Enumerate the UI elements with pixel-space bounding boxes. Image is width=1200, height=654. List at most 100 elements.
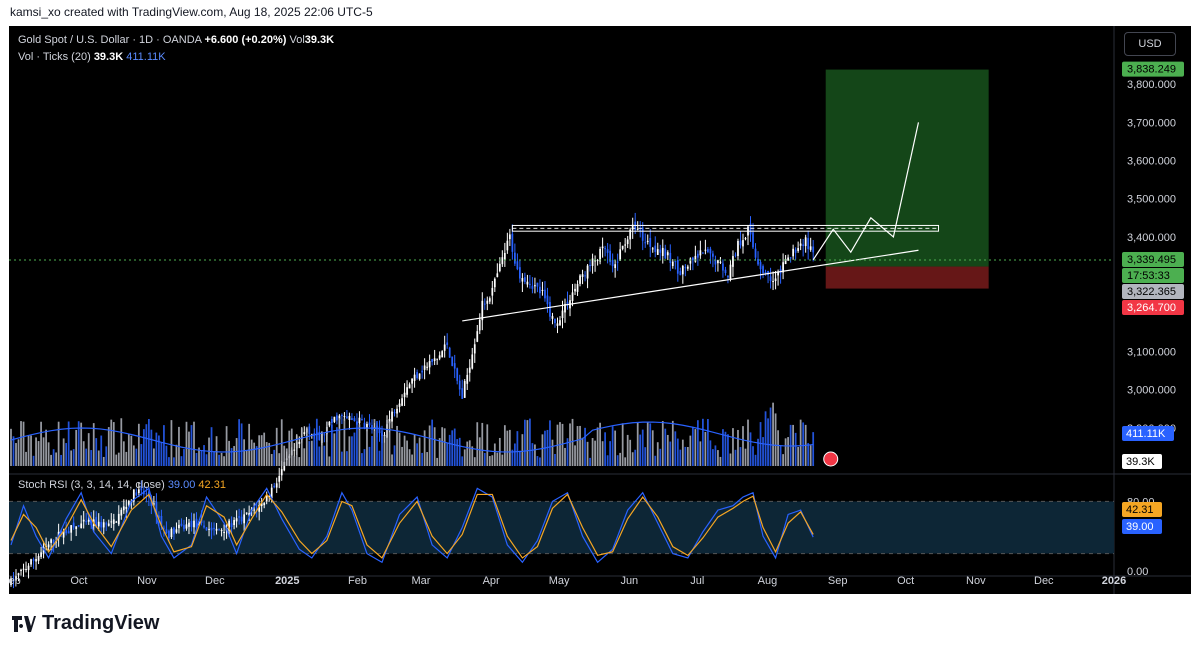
price-candle bbox=[774, 278, 777, 282]
volume-bar bbox=[524, 419, 526, 466]
price-candle bbox=[30, 559, 32, 565]
volume-bar bbox=[734, 449, 737, 466]
price-candle bbox=[363, 422, 366, 429]
price-candle bbox=[719, 261, 722, 263]
volume-bar bbox=[55, 452, 58, 466]
price-candle bbox=[343, 416, 346, 418]
price-candle bbox=[752, 232, 754, 248]
volume-bar bbox=[258, 435, 261, 466]
volume-bar bbox=[77, 421, 80, 466]
volume-bar bbox=[676, 438, 679, 466]
volume-bar bbox=[180, 456, 183, 466]
time-axis-tick: Sep bbox=[828, 575, 848, 587]
price-candle bbox=[564, 303, 566, 313]
price-candle bbox=[601, 246, 604, 249]
volume-bar bbox=[626, 434, 629, 466]
volume-bar bbox=[260, 435, 263, 466]
volume-bar bbox=[30, 435, 32, 466]
price-candle bbox=[303, 432, 306, 434]
currency-button[interactable]: USD bbox=[1124, 32, 1176, 56]
price-candle bbox=[654, 245, 657, 252]
volume-bar bbox=[717, 450, 719, 466]
price-candle bbox=[709, 248, 712, 254]
volume-bar bbox=[393, 445, 396, 466]
legend-row-stoch: Stoch RSI (3, 3, 14, 14, close) 39.00 42… bbox=[18, 479, 226, 491]
price-candle bbox=[135, 492, 138, 496]
volume-bar bbox=[341, 451, 343, 466]
volume-bar bbox=[376, 421, 378, 466]
tradingview-logo[interactable]: TradingView bbox=[12, 612, 159, 635]
price-candle bbox=[486, 300, 489, 304]
volume-bar bbox=[205, 454, 208, 466]
price-candle bbox=[539, 286, 541, 294]
volume-bar bbox=[50, 454, 52, 466]
volume-bar bbox=[609, 441, 612, 466]
tradingview-logo-icon bbox=[12, 615, 36, 632]
volume-bar bbox=[807, 443, 810, 466]
time-axis-tick: Nov bbox=[137, 575, 157, 587]
volume-bar bbox=[328, 456, 331, 466]
legend-vol-ticks-label: Vol · Ticks (20) bbox=[18, 51, 91, 63]
price-candle bbox=[666, 252, 669, 256]
price-candle bbox=[446, 342, 449, 345]
price-candle bbox=[784, 258, 787, 265]
price-candle bbox=[198, 521, 200, 526]
volume-bar bbox=[784, 438, 787, 466]
price-candle bbox=[270, 487, 273, 499]
price-candle bbox=[556, 323, 559, 326]
price-candle bbox=[463, 381, 466, 398]
volume-bar bbox=[90, 450, 93, 466]
price-candle bbox=[330, 418, 333, 424]
price-candle bbox=[772, 281, 774, 283]
price-candle bbox=[611, 259, 614, 267]
price-candle bbox=[318, 431, 321, 441]
price-candle bbox=[549, 301, 551, 317]
price-candle bbox=[764, 272, 767, 274]
price-axis-tick: 3,000.000 bbox=[1127, 385, 1176, 397]
volume-bar bbox=[170, 420, 173, 466]
volume-bar bbox=[223, 456, 225, 466]
volume-bar bbox=[85, 448, 88, 466]
price-candle bbox=[100, 522, 103, 528]
price-candle bbox=[714, 259, 717, 265]
chart-canvas[interactable]: 3,800.000 3,700.000 3,600.000 3,500.000 3,40… bbox=[9, 26, 1191, 594]
price-candle bbox=[466, 374, 469, 384]
volume-bar bbox=[727, 434, 729, 466]
volume-bar bbox=[709, 440, 712, 466]
volume-bar bbox=[503, 425, 506, 466]
volume-bar bbox=[42, 437, 45, 466]
price-candle bbox=[117, 513, 120, 525]
volume-bar bbox=[22, 421, 25, 466]
volume-bar bbox=[233, 446, 235, 466]
price-candle bbox=[579, 275, 581, 284]
price-candle bbox=[729, 264, 732, 280]
price-candle bbox=[233, 520, 235, 526]
price-candle bbox=[173, 527, 175, 535]
price-candle bbox=[787, 257, 789, 261]
volume-bar bbox=[443, 428, 446, 466]
chart-frame[interactable]: 3,800.000 3,700.000 3,600.000 3,500.000 3,40… bbox=[9, 26, 1191, 594]
price-label-bg bbox=[1122, 252, 1184, 268]
time-axis-tick: Nov bbox=[966, 575, 986, 587]
price-candle bbox=[122, 506, 125, 511]
price-candle bbox=[77, 525, 80, 527]
volume-bar bbox=[561, 423, 564, 466]
time-axis-tick: Oct bbox=[897, 575, 914, 587]
time-axis-tick: Jun bbox=[620, 575, 638, 587]
volume-bar bbox=[722, 429, 724, 466]
volume-bar bbox=[228, 440, 230, 466]
price-candle bbox=[195, 518, 198, 528]
volume-bar bbox=[774, 413, 777, 466]
price-candle bbox=[95, 517, 98, 527]
volume-bar bbox=[483, 452, 486, 466]
time-axis-tick: Mar bbox=[411, 575, 430, 587]
price-candle bbox=[280, 469, 283, 476]
volume-bar bbox=[150, 429, 153, 466]
volume-bar bbox=[491, 455, 494, 466]
price-candle bbox=[659, 249, 662, 253]
price-label-target: 3,838.249 bbox=[1127, 64, 1176, 76]
price-candle bbox=[348, 415, 351, 420]
price-label-bg bbox=[1122, 268, 1184, 284]
volume-bar bbox=[797, 446, 800, 466]
price-candle bbox=[145, 493, 148, 495]
